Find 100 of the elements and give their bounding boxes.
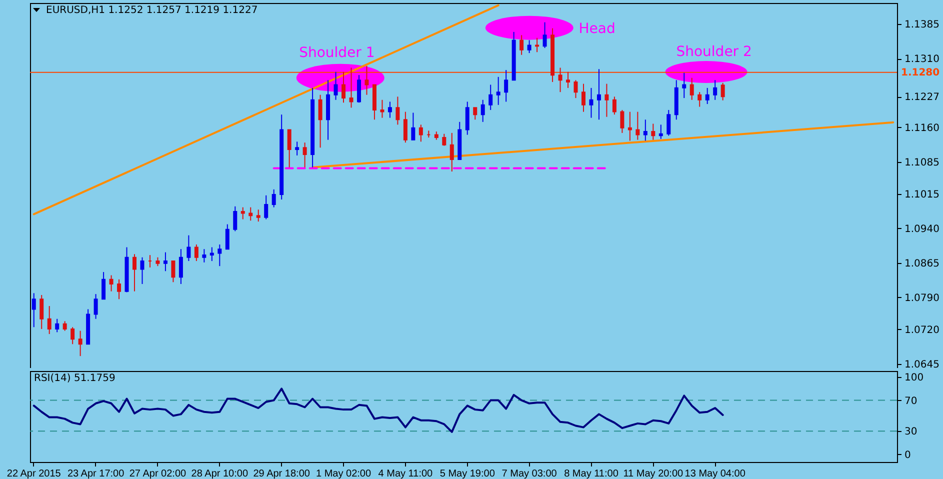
candlestick xyxy=(302,142,307,168)
candlestick xyxy=(178,248,183,284)
candlestick xyxy=(574,80,578,99)
candlestick xyxy=(698,92,702,108)
y-tick-label: 100 xyxy=(904,372,924,384)
candlestick xyxy=(32,292,36,328)
chart-title: EURUSD,H1 1.1252 1.1257 1.1219 1.1227 xyxy=(46,5,258,16)
candlestick xyxy=(604,83,609,118)
candlestick xyxy=(620,109,624,134)
candlestick xyxy=(349,67,354,108)
candlestick xyxy=(364,65,369,96)
candlestick xyxy=(62,320,67,332)
candlestick xyxy=(520,34,524,56)
x-tick-label: 7 May 03:00 xyxy=(502,468,558,479)
candlestick xyxy=(40,294,44,330)
candlestick xyxy=(248,206,253,222)
x-tick-label: 1 May 02:00 xyxy=(316,468,372,479)
candlestick xyxy=(504,70,508,102)
y-tick-label: 30 xyxy=(904,426,918,438)
ref-line-label: 1.1280 xyxy=(901,67,940,78)
y-tick-label: 1.1227 xyxy=(904,92,940,104)
candlestick xyxy=(225,224,230,250)
x-tick-label: 13 May 04:00 xyxy=(684,468,746,479)
candlestick xyxy=(403,111,408,144)
candlestick xyxy=(450,132,454,172)
candlestick xyxy=(411,112,416,140)
candlestick xyxy=(233,206,238,232)
candlestick xyxy=(171,260,176,283)
candlestick xyxy=(264,194,268,220)
y-tick-label: 1.0790 xyxy=(904,292,940,304)
candlestick xyxy=(132,254,137,292)
candlestick xyxy=(396,96,400,126)
y-tick-label: 70 xyxy=(904,396,918,407)
candlestick xyxy=(589,87,594,118)
y-tick-label: 1.1160 xyxy=(904,122,940,134)
candlestick xyxy=(318,94,322,148)
annotation: Shoulder 1 xyxy=(299,45,375,62)
candlestick xyxy=(295,141,300,156)
candlestick xyxy=(334,71,338,100)
candlestick xyxy=(535,37,540,53)
x-tick-label: 28 Apr 10:00 xyxy=(191,468,248,479)
candlestick xyxy=(117,278,122,300)
candlestick xyxy=(109,274,114,292)
y-tick-label: 1.0720 xyxy=(904,324,940,336)
candlestick xyxy=(705,87,710,105)
candlestick xyxy=(496,76,500,106)
candlestick xyxy=(418,124,423,142)
y-tick-label: 1.1385 xyxy=(904,20,940,31)
candlestick xyxy=(628,111,632,142)
candlestick xyxy=(70,326,75,345)
candlestick xyxy=(240,206,245,220)
x-tick-label: 4 May 11:00 xyxy=(378,468,434,479)
candlestick xyxy=(480,99,485,122)
candlestick xyxy=(94,294,98,320)
x-tick-label: 8 May 11:00 xyxy=(564,468,619,479)
candlestick xyxy=(473,107,478,120)
candlestick xyxy=(194,244,198,262)
y-tick-label: 1.0645 xyxy=(904,359,940,370)
candlestick xyxy=(442,133,446,146)
candlestick xyxy=(558,67,562,93)
line-series xyxy=(32,388,724,433)
candlestick xyxy=(287,129,292,168)
candlestick xyxy=(542,22,547,48)
candlestick xyxy=(55,318,60,333)
candlestick xyxy=(380,99,384,118)
annotation: Shoulder 2 xyxy=(676,44,752,60)
candlestick xyxy=(140,256,144,284)
candlestick xyxy=(356,74,361,104)
candlestick xyxy=(682,72,686,99)
candlestick xyxy=(643,119,648,142)
candlestick xyxy=(218,244,222,267)
x-tick-label: 29 Apr 18:00 xyxy=(253,468,310,479)
candlestick xyxy=(186,234,191,262)
candlestick xyxy=(566,71,570,88)
y-tick-label: 1.1085 xyxy=(904,157,940,168)
candlestick xyxy=(78,330,82,357)
candlestick xyxy=(102,272,106,300)
chart-title: RSI(14) 51.1759 xyxy=(34,373,116,384)
candlestick xyxy=(651,123,656,140)
x-tick-label: 5 May 19:00 xyxy=(440,468,496,479)
candlestick xyxy=(465,101,470,136)
candlestick xyxy=(690,77,694,100)
candlestick xyxy=(210,246,214,262)
y-tick-label: 1.1015 xyxy=(904,189,940,200)
candlestick xyxy=(202,248,206,263)
candlestick xyxy=(47,306,52,335)
candlestick xyxy=(488,84,493,110)
candlestick xyxy=(612,96,616,116)
candlestick xyxy=(388,101,392,118)
candlestick xyxy=(720,82,725,101)
y-tick-label: 1.1310 xyxy=(904,54,940,66)
x-tick-label: 22 Apr 2015 xyxy=(6,468,62,479)
candlestick xyxy=(256,209,260,222)
candlestick xyxy=(581,83,586,112)
candlestick xyxy=(596,68,601,120)
x-tick-label: 23 Apr 17:00 xyxy=(67,468,125,479)
candlestick xyxy=(342,71,346,104)
candlestick xyxy=(272,188,276,208)
x-tick-label: 27 Apr 02:00 xyxy=(129,468,187,479)
y-tick-label: 1.0940 xyxy=(904,224,940,235)
